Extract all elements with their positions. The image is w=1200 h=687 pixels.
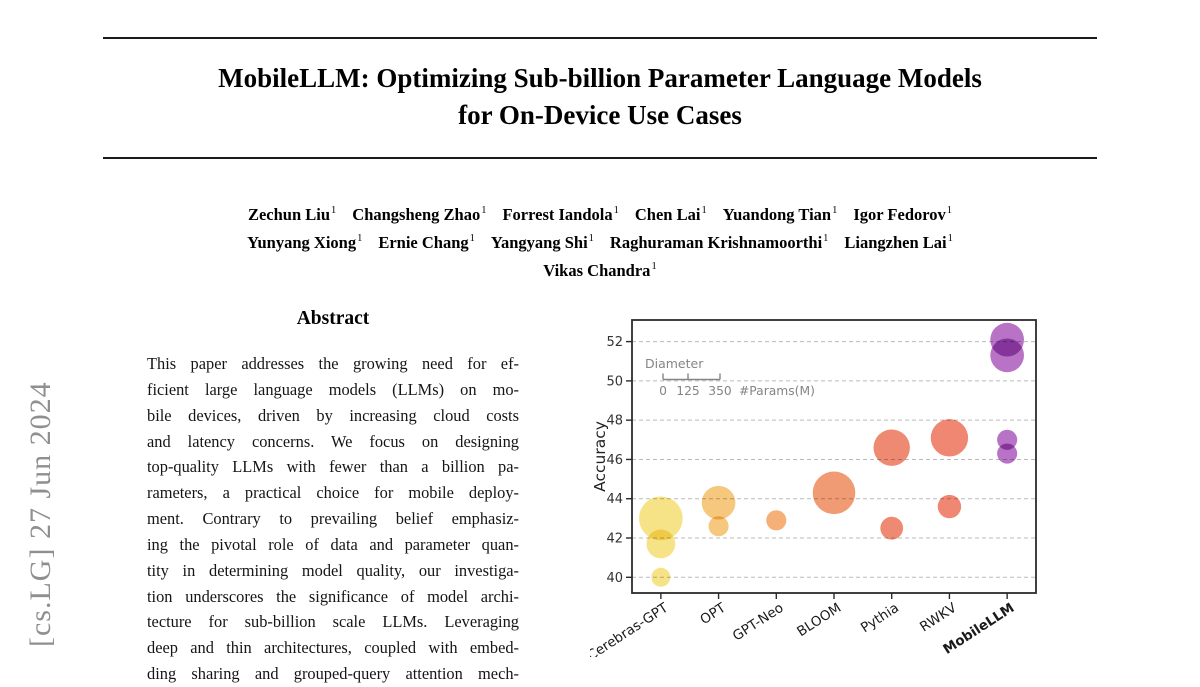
author-name: Zechun Liu1 (247, 204, 337, 224)
bubble-Pythia-160M (880, 516, 904, 540)
bubble-BLOOM-560M (812, 471, 856, 515)
abstract-heading: Abstract (296, 308, 370, 329)
x-category-label-GPT-Neo: GPT-Neo (730, 600, 787, 645)
paper-page: [cs.LG] 27 Jun 2024 MobileLLM: Optimizin… (24, 37, 1097, 683)
affiliation-mark: 1 (823, 233, 829, 245)
affiliation-mark: 1 (947, 233, 953, 245)
author-name: Raghuraman Krishnamoorthi1 (609, 232, 829, 252)
author-name: Forrest Iandola1 (502, 204, 619, 224)
paper-title-line-1: MobileLLM: Optimizing Sub-billion Parame… (218, 63, 982, 93)
y-tick-label: 48 (606, 414, 623, 429)
bubble-MobileLLM-125M (997, 443, 1018, 464)
bubble-RWKV-430M (930, 419, 969, 457)
affiliation-mark: 1 (832, 205, 838, 216)
abstract-line: bile devices, driven by increasing cloud… (147, 405, 519, 425)
y-axis-label: Accuracy (591, 421, 609, 492)
abstract-line: ment. Contrary to prevailing belief emph… (147, 509, 519, 529)
abstract-body: This paper addresses the growing need fo… (147, 351, 519, 687)
abstract-line: tity in determining model quality, our i… (147, 560, 519, 580)
affiliation-mark: 1 (701, 205, 707, 216)
abstract-line: ficient large language models (LLMs) on … (147, 379, 519, 399)
author-name: Yangyang Shi1 (490, 232, 594, 252)
legend-scale-value: 125 (676, 384, 699, 398)
bubble-Cerebras-GPT-590M (638, 496, 683, 541)
affiliation-mark: 1 (481, 205, 487, 216)
title-rule-bottom (103, 157, 1097, 159)
author-line-3: Vikas Chandra1 (103, 255, 1097, 283)
bubble-GPT-Neo-125M (766, 510, 787, 531)
author-name: Changsheng Zhao1 (352, 204, 487, 224)
y-tick-label: 52 (606, 335, 623, 350)
bubble-RWKV-169M (937, 494, 962, 519)
bubble-MobileLLM-350M (990, 338, 1024, 373)
bubble-Cerebras-GPT-111M (651, 567, 671, 587)
bubble-MobileLLM-125M (997, 429, 1018, 450)
author-name: Vikas Chandra1 (543, 260, 657, 280)
y-tick-label: 40 (606, 571, 623, 586)
arxiv-stamp: [cs.LG] 27 Jun 2024 (24, 381, 57, 647)
legend-scale-value: 350 (708, 384, 731, 398)
author-block: Zechun Liu1 Changsheng Zhao1 Forrest Iando… (103, 199, 1097, 283)
y-tick-label: 46 (606, 453, 623, 468)
affiliation-mark: 1 (651, 261, 657, 273)
abstract-line: deep and thin architectures, coupled wit… (147, 638, 519, 658)
author-line-1: Zechun Liu1 Changsheng Zhao1 Forrest Iando… (103, 199, 1097, 227)
bubble-Cerebras-GPT-256M (646, 529, 676, 559)
x-category-label-Cerebras-GPT: Cerebras-GPT (590, 600, 672, 657)
author-name: Liangzhen Lai1 (844, 232, 953, 252)
abstract-line: This paper addresses the growing need fo… (147, 354, 519, 373)
abstract-line: tion underscores the significance of mod… (147, 586, 519, 606)
abstract-column: Abstract This paper addresses the growin… (147, 308, 519, 687)
affiliation-mark: 1 (331, 205, 337, 216)
figure-bubble-chart: 40 42 44 46 48 50 52 Cerebras-GPT OPT GPT-Neo BLOO… (590, 312, 1106, 657)
y-tick-label: 42 (606, 532, 623, 547)
affiliation-mark: 1 (946, 205, 953, 216)
abstract-line: ding sharing and grouped-query attention… (147, 664, 519, 684)
legend-title: Diameter (645, 356, 704, 371)
bubble-OPT-350M (701, 485, 736, 520)
legend-units-label: #Params(M) (739, 384, 815, 398)
bubble-OPT-125M (708, 516, 729, 537)
author-name: Igor Fedorov1 (853, 204, 953, 224)
title-rule-top (103, 37, 1097, 39)
paper-title-line-2: for On-Device Use Cases (458, 100, 742, 130)
paper-title: MobileLLM: Optimizing Sub-billion Parame… (103, 60, 1097, 134)
affiliation-mark: 1 (588, 233, 594, 245)
x-category-label-OPT: OPT (697, 600, 729, 629)
abstract-line: tecture for sub-billion scale LLMs. Leve… (147, 612, 519, 632)
author-line-2: Yunyang Xiong1 Ernie Chang1 Yangyang Shi1 R… (103, 227, 1097, 255)
bubble-Pythia-410M (873, 429, 910, 466)
abstract-line: rameters, a practical choice for mobile … (147, 483, 519, 503)
legend-scale-value: 0 (659, 384, 667, 398)
abstract-line: ing the pivotal role of data and paramet… (147, 534, 519, 554)
x-category-label-RWKV: RWKV (917, 600, 960, 636)
x-category-label-BLOOM: BLOOM (794, 600, 844, 640)
affiliation-mark: 1 (613, 205, 619, 216)
author-name: Ernie Chang1 (378, 232, 475, 252)
affiliation-mark: 1 (469, 233, 475, 245)
abstract-line: and latency concerns. We focus on design… (147, 431, 519, 451)
author-name: Yuandong Tian1 (722, 204, 838, 224)
x-category-label-Pythia: Pythia (858, 600, 902, 636)
y-tick-label: 50 (606, 374, 623, 389)
author-name: Yunyang Xiong1 (247, 232, 363, 252)
affiliation-mark: 1 (357, 233, 363, 245)
y-tick-label: 44 (606, 492, 623, 507)
author-name: Chen Lai1 (634, 204, 707, 224)
abstract-line: top-quality LLMs with fewer than a billi… (147, 457, 519, 477)
